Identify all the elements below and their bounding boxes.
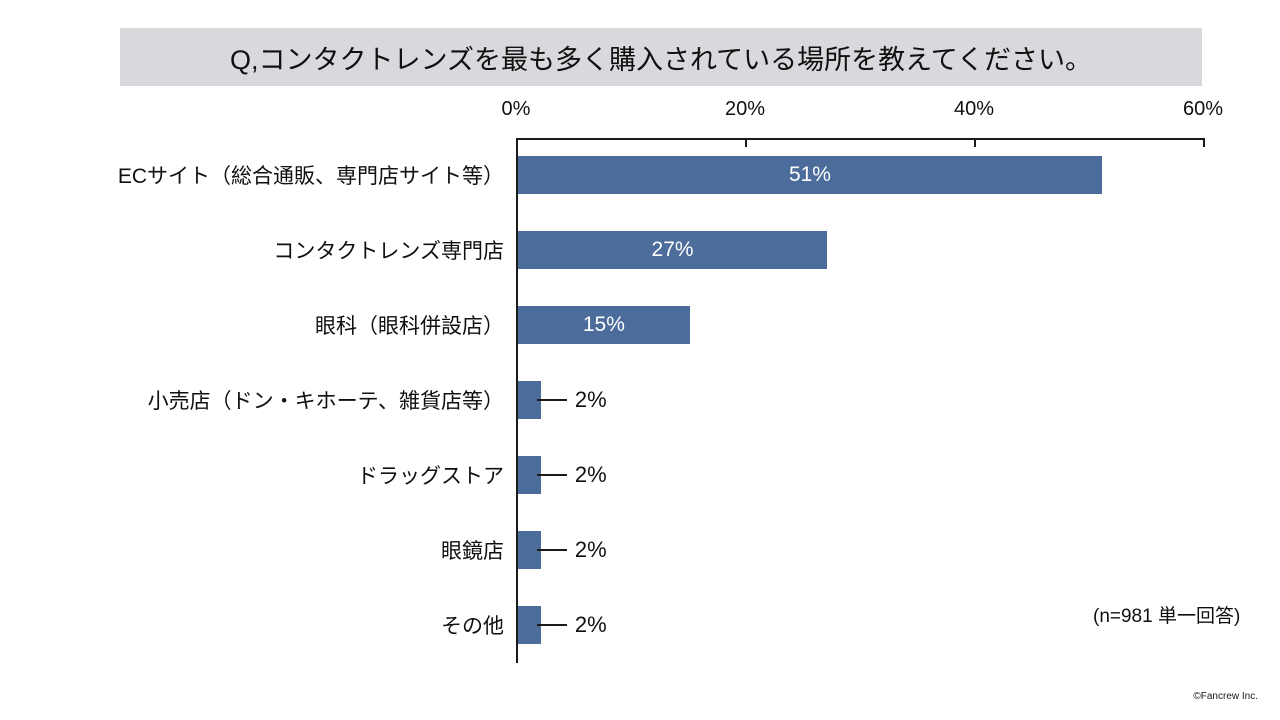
category-label: ECサイト（総合通販、専門店サイト等） <box>117 165 504 188</box>
axis-tick <box>745 138 747 147</box>
category-label: 小売店（ドン・キホーテ、雑貨店等） <box>147 390 504 413</box>
axis-tick-label: 20% <box>724 98 766 120</box>
value-label: 2% <box>574 612 607 637</box>
y-axis-line <box>516 138 518 663</box>
axis-tick-label: 0% <box>501 98 531 120</box>
category-label: コンタクトレンズ専門店 <box>273 240 504 263</box>
category-label: ドラッグストア <box>357 465 504 488</box>
value-label: 51% <box>788 163 831 186</box>
question-title-bar: Q,コンタクトレンズを最も多く購入されている場所を教えてください。 <box>120 28 1202 86</box>
category-label: その他 <box>441 615 504 638</box>
axis-tick <box>1203 138 1205 147</box>
value-leader-line <box>536 549 567 551</box>
question-title: Q,コンタクトレンズを最も多く購入されている場所を教えてください。 <box>230 44 1092 75</box>
sample-size-note: (n=981 単一回答) <box>1093 606 1241 627</box>
axis-tick <box>974 138 976 147</box>
bar-1 <box>518 156 1102 194</box>
category-label: 眼科（眼科併設店） <box>315 315 504 338</box>
category-label: 眼鏡店 <box>441 540 504 563</box>
value-label: 2% <box>574 537 607 562</box>
bar-6 <box>518 531 541 569</box>
bar-7 <box>518 606 541 644</box>
bar-4 <box>518 381 541 419</box>
value-label: 27% <box>651 238 694 261</box>
axis-tick-label: 60% <box>1182 98 1224 120</box>
bar-5 <box>518 456 541 494</box>
axis-tick-label: 40% <box>953 98 995 120</box>
value-leader-line <box>536 474 567 476</box>
copyright-text: ©Fancrew Inc. <box>1193 691 1258 702</box>
value-leader-line <box>536 624 567 626</box>
axis-tick <box>516 138 518 147</box>
value-label: 2% <box>574 387 607 412</box>
value-leader-line <box>536 399 567 401</box>
bar-3 <box>518 306 690 344</box>
x-axis-line <box>516 138 1205 140</box>
value-label: 15% <box>582 313 625 336</box>
value-label: 2% <box>574 462 607 487</box>
bar-2 <box>518 231 828 269</box>
